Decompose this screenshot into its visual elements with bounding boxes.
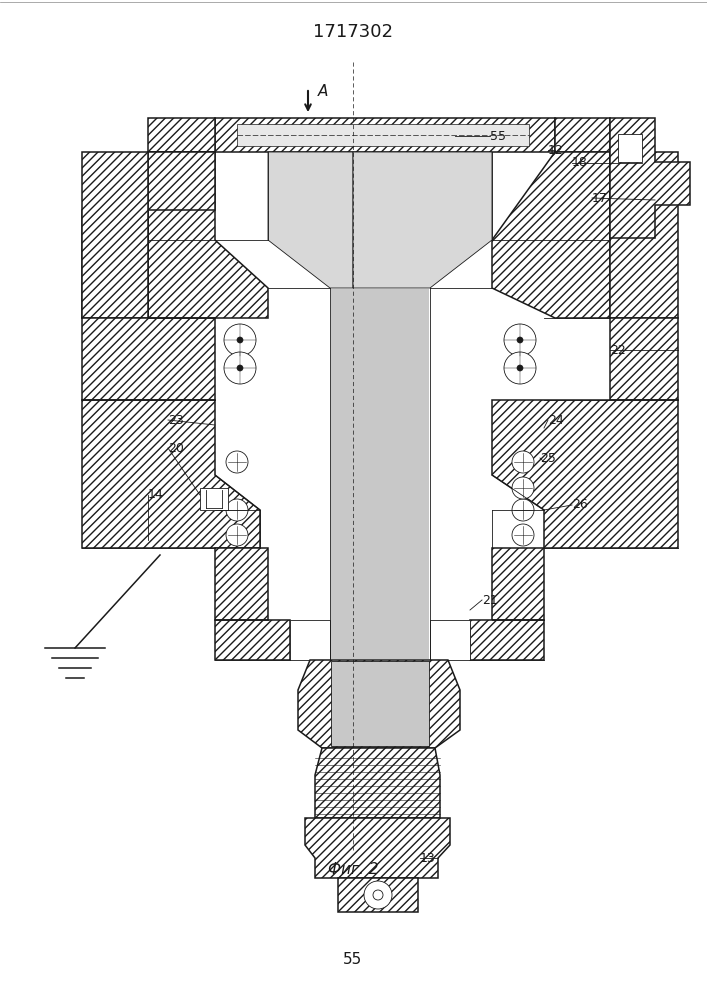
Circle shape [373,890,383,900]
Text: 13: 13 [420,852,436,864]
Polygon shape [268,152,353,288]
Polygon shape [610,118,690,238]
Circle shape [504,324,536,356]
Text: 14: 14 [148,488,164,502]
Text: 25: 25 [540,452,556,464]
Text: 22: 22 [610,344,626,357]
Circle shape [512,451,534,473]
Text: 1717302: 1717302 [313,23,393,41]
Circle shape [224,352,256,384]
Polygon shape [82,318,215,400]
Circle shape [226,524,248,546]
Circle shape [512,477,534,499]
Polygon shape [610,318,678,400]
Text: 24: 24 [548,414,563,426]
Polygon shape [492,548,544,620]
Text: 12: 12 [548,143,563,156]
Text: 20: 20 [168,442,184,454]
Text: 23: 23 [168,414,184,426]
Polygon shape [215,620,290,660]
Polygon shape [555,118,610,152]
Polygon shape [430,620,470,660]
Polygon shape [82,152,148,318]
Polygon shape [148,118,215,152]
Polygon shape [200,488,228,510]
Text: 21: 21 [482,593,498,606]
Circle shape [226,499,248,521]
Polygon shape [353,152,492,288]
Circle shape [504,352,536,384]
Bar [237,124,529,146]
Polygon shape [82,400,260,548]
Text: 17: 17 [592,192,608,205]
Polygon shape [290,620,330,660]
Circle shape [512,499,534,521]
Circle shape [512,524,534,546]
Circle shape [517,365,523,371]
Polygon shape [305,818,450,878]
Circle shape [517,337,523,343]
Bar [331,661,429,746]
Text: 55: 55 [490,129,506,142]
Polygon shape [215,548,268,620]
Text: 26: 26 [572,498,588,512]
Bar [331,289,429,659]
Circle shape [226,451,248,473]
Text: A: A [318,85,328,100]
Polygon shape [470,620,544,660]
Text: Фиг. 2: Фиг. 2 [328,862,378,878]
Circle shape [237,337,243,343]
Polygon shape [492,152,610,318]
Polygon shape [492,400,678,548]
Polygon shape [610,152,678,318]
Polygon shape [298,660,460,748]
Polygon shape [338,878,418,912]
Bar [618,134,642,162]
Text: 18: 18 [572,156,588,169]
Circle shape [364,881,392,909]
Polygon shape [82,152,215,318]
Polygon shape [215,118,555,152]
Circle shape [224,324,256,356]
Polygon shape [315,748,440,818]
Circle shape [237,365,243,371]
Text: 55: 55 [344,952,363,968]
Polygon shape [148,152,268,318]
